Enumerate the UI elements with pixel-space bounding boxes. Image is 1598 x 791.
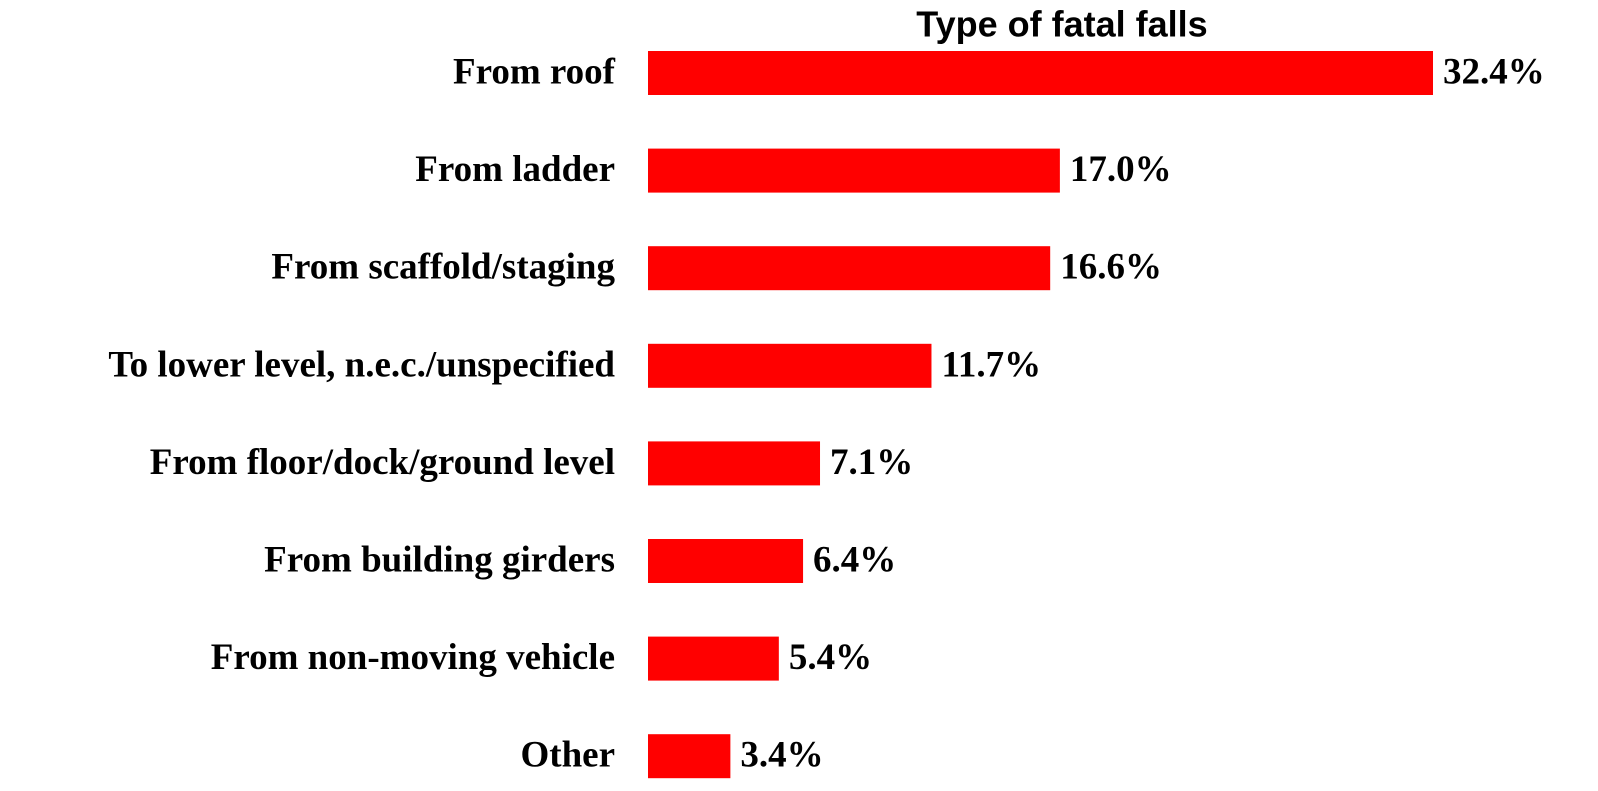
- category-label: From ladder: [415, 149, 615, 190]
- value-label: 6.4%: [813, 539, 896, 580]
- bar: [648, 51, 1433, 95]
- value-label: 3.4%: [740, 735, 823, 776]
- bar: [648, 343, 932, 388]
- value-label: 5.4%: [789, 637, 872, 678]
- value-label: 17.0%: [1070, 149, 1172, 190]
- category-label: To lower level, n.e.c./unspecified: [108, 344, 615, 385]
- bar: [648, 734, 731, 779]
- category-label: Other: [520, 735, 615, 776]
- value-label: 7.1%: [830, 442, 913, 483]
- category-label: From non-moving vehicle: [211, 637, 615, 678]
- bar: [648, 148, 1060, 193]
- value-label: 32.4%: [1443, 51, 1545, 92]
- category-label: From scaffold/staging: [271, 247, 615, 288]
- chart-title: Type of fatal falls: [916, 4, 1207, 45]
- bar: [648, 539, 804, 583]
- value-label: 16.6%: [1060, 247, 1162, 288]
- category-label: From building girders: [264, 539, 615, 580]
- bar: [648, 441, 821, 486]
- value-label: 11.7%: [941, 344, 1041, 385]
- category-label: From floor/dock/ground level: [150, 442, 615, 483]
- category-label: From roof: [453, 51, 616, 92]
- bar: [648, 246, 1051, 291]
- bar: [648, 636, 779, 681]
